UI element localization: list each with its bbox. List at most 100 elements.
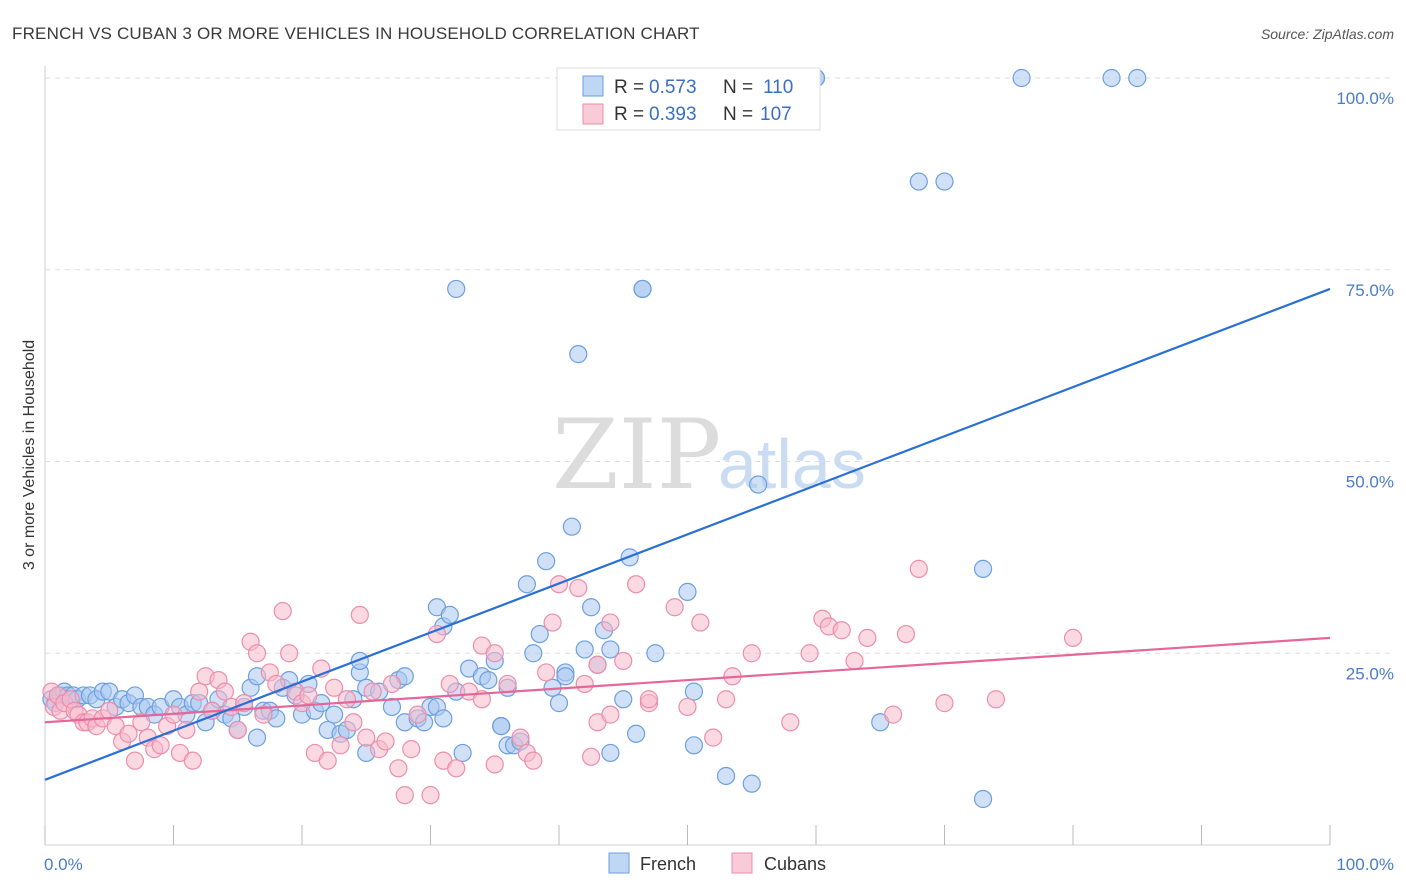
cubans-point [665,598,684,617]
legend-r-value-french: 0.573 [649,77,697,98]
legend-n-value-cubans: 107 [760,104,792,125]
cubans-point [858,628,877,648]
cubans-point [376,732,395,751]
legend-n-label-cubans: N = [723,104,753,125]
y-tick-label: 75.0% [1346,281,1394,300]
cubans-point [800,644,819,663]
french-point [524,644,543,663]
cubans-point [132,713,151,732]
cubans-point [691,613,710,632]
french-point [601,743,620,763]
bottom-legend-french: French [640,854,696,874]
cubans-point [704,728,723,747]
x-tick-label-right: 100.0% [1336,855,1394,874]
cubans-point [125,751,145,770]
cubans-point [344,713,363,732]
chart-title: FRENCH VS CUBAN 3 OR MORE VEHICLES IN HO… [12,24,700,43]
french-point [716,766,736,786]
cubans-point [363,682,382,701]
y-tick-label: 100.0% [1336,89,1394,108]
french-point [440,605,459,625]
cubans-point [896,624,916,644]
cubans-point [614,651,633,671]
french-point [453,743,472,763]
watermark-atlas: atlas [718,425,866,503]
legend-r-label-cubans: R = [614,104,644,125]
cubans-point [511,728,530,747]
x-tick-label-left: 0.0% [44,855,83,874]
legend-n-value-french: 110 [763,77,793,98]
cubans-point [190,682,209,701]
cubans-point [1063,628,1083,648]
french-point [935,172,954,191]
french-point [434,709,453,728]
french-point [626,724,646,743]
french-point [562,517,581,536]
cubans-point [716,690,736,709]
french-point [678,582,697,601]
cubans-point [331,736,350,755]
bottom-legend: French Cubans [608,852,826,874]
axes [44,66,1331,846]
cubans-point [781,713,800,732]
french-point [684,736,704,755]
legend: R = 0.573 N = 110 R = 0.393 N = 107 [556,67,821,131]
cubans-trend-line [44,636,1331,724]
cubans-point [883,705,903,724]
french-point [684,682,704,701]
cubans-point [350,605,369,625]
cubans-point [845,651,864,671]
french-point [973,789,993,809]
cubans-point [100,701,119,720]
cubans-point [215,682,234,701]
cubans-point [537,663,556,682]
legend-n-label-french: N = [723,77,753,98]
cubans-point [485,755,504,774]
cubans-point [151,736,170,755]
cubans-point [678,697,697,717]
cubans-point [543,613,562,632]
french-point [575,640,594,659]
cubans-point [986,690,1006,709]
french-point [582,598,601,617]
legend-r-label-french: R = [614,77,644,98]
bottom-legend-cubans: Cubans [764,854,826,874]
y-tick-label: 25.0% [1346,664,1394,683]
y-axis-title: 3 or more Vehicles in Household [21,340,38,570]
legend-swatch-cubans [582,103,604,125]
french-point [1128,68,1147,88]
french-point [325,705,344,724]
cubans-point [280,644,299,663]
french-point [517,575,536,594]
cubans-point [325,678,344,697]
french-point [909,172,928,191]
cubans-point [382,674,402,694]
cubans-point [582,747,601,766]
cubans-point [447,759,466,778]
cubans-point [228,720,247,740]
french-trend-line [44,287,1331,781]
french-point [633,279,652,299]
french-point [1102,68,1121,88]
french-point [537,552,556,571]
cubans-point [569,578,588,598]
french-point [479,670,498,690]
french-point [492,717,511,736]
french-point [530,624,549,644]
cubans-point [498,674,517,694]
cubans-point [357,728,376,747]
cubans-point [408,705,427,724]
french-point [742,774,761,793]
cubans-point [440,674,459,694]
cubans-point [575,674,594,694]
cubans-point [337,690,357,709]
cubans-point [588,655,607,674]
french-point [569,345,588,364]
bottom-legend-swatch-french [608,852,630,874]
cubans-point [389,759,408,778]
french-point [601,640,620,659]
trend-lines [44,287,1331,781]
cubans-point [742,644,761,663]
cubans-point [299,686,318,705]
